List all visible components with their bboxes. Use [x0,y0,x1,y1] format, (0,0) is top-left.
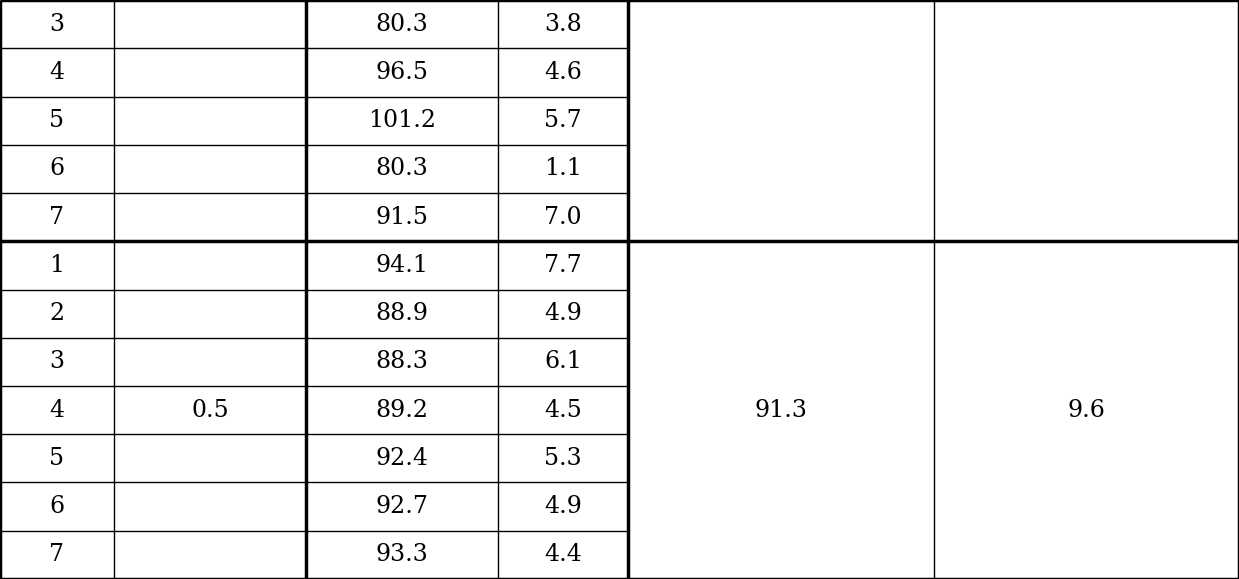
Text: 0.5: 0.5 [191,398,229,422]
Text: 93.3: 93.3 [375,543,429,566]
Text: 6.1: 6.1 [544,350,582,373]
Text: 5.7: 5.7 [544,109,582,132]
Text: 92.7: 92.7 [375,495,429,518]
Text: 9.6: 9.6 [1068,398,1105,422]
Text: 5.3: 5.3 [544,447,582,470]
Text: 80.3: 80.3 [375,13,429,36]
Text: 7: 7 [50,543,64,566]
Text: 94.1: 94.1 [375,254,429,277]
Text: 96.5: 96.5 [375,61,429,84]
Text: 4: 4 [50,61,64,84]
Text: 91.5: 91.5 [375,206,429,229]
Text: 88.3: 88.3 [375,350,429,373]
Text: 1: 1 [50,254,64,277]
Text: 4: 4 [50,398,64,422]
Text: 3.8: 3.8 [544,13,582,36]
Text: 91.3: 91.3 [755,398,808,422]
Text: 4.4: 4.4 [544,543,582,566]
Text: 5: 5 [50,109,64,132]
Text: 6: 6 [50,495,64,518]
Text: 92.4: 92.4 [375,447,429,470]
Text: 3: 3 [50,13,64,36]
Text: 101.2: 101.2 [368,109,436,132]
Text: 7.0: 7.0 [544,206,582,229]
Text: 3: 3 [50,350,64,373]
Text: 6: 6 [50,157,64,181]
Text: 7: 7 [50,206,64,229]
Text: 4.9: 4.9 [544,302,582,325]
Text: 4.5: 4.5 [544,398,582,422]
Text: 7.7: 7.7 [544,254,582,277]
Text: 2: 2 [50,302,64,325]
Text: 80.3: 80.3 [375,157,429,181]
Text: 4.9: 4.9 [544,495,582,518]
Text: 4.6: 4.6 [544,61,582,84]
Text: 5: 5 [50,447,64,470]
Text: 89.2: 89.2 [375,398,429,422]
Text: 1.1: 1.1 [544,157,582,181]
Text: 88.9: 88.9 [375,302,429,325]
